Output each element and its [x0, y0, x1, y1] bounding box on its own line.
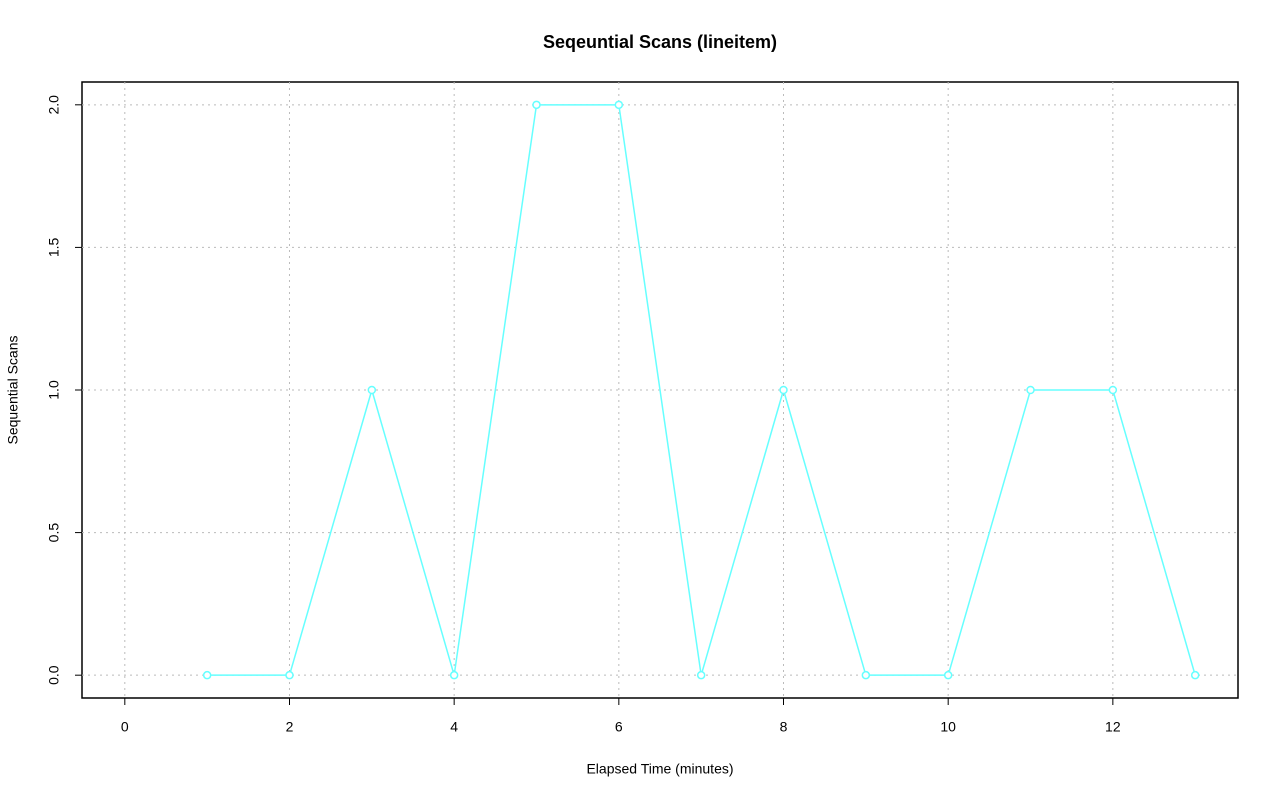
- data-point: [1026, 385, 1035, 395]
- y-tick-label: 0.5: [46, 523, 62, 543]
- x-tick-label: 12: [1105, 719, 1121, 735]
- x-tick-label: 4: [450, 719, 458, 735]
- data-point: [1190, 670, 1200, 680]
- y-tick-label: 1.5: [46, 237, 62, 257]
- data-point: [449, 670, 459, 680]
- data-point: [861, 670, 871, 680]
- data-point: [202, 670, 212, 680]
- x-tick-label: 6: [615, 719, 623, 735]
- x-axis-label: Elapsed Time (minutes): [586, 761, 733, 777]
- data-point: [614, 100, 624, 110]
- x-tick-label: 0: [121, 719, 129, 735]
- data-point: [285, 670, 294, 680]
- data-point: [532, 100, 541, 110]
- data-point: [779, 385, 788, 395]
- data-point: [367, 385, 377, 395]
- x-tick-label: 2: [286, 719, 294, 735]
- y-tick-label: 1.0: [46, 380, 62, 400]
- data-point: [1108, 385, 1118, 395]
- data-point: [943, 670, 953, 680]
- x-tick-label: 10: [940, 719, 956, 735]
- y-axis-label: Sequential Scans: [5, 336, 21, 445]
- y-tick-label: 0.0: [46, 665, 62, 685]
- data-point: [696, 670, 706, 680]
- y-tick-label: 2.0: [46, 95, 62, 115]
- chart-title: Seqeuntial Scans (lineitem): [543, 32, 777, 52]
- x-tick-label: 8: [780, 719, 788, 735]
